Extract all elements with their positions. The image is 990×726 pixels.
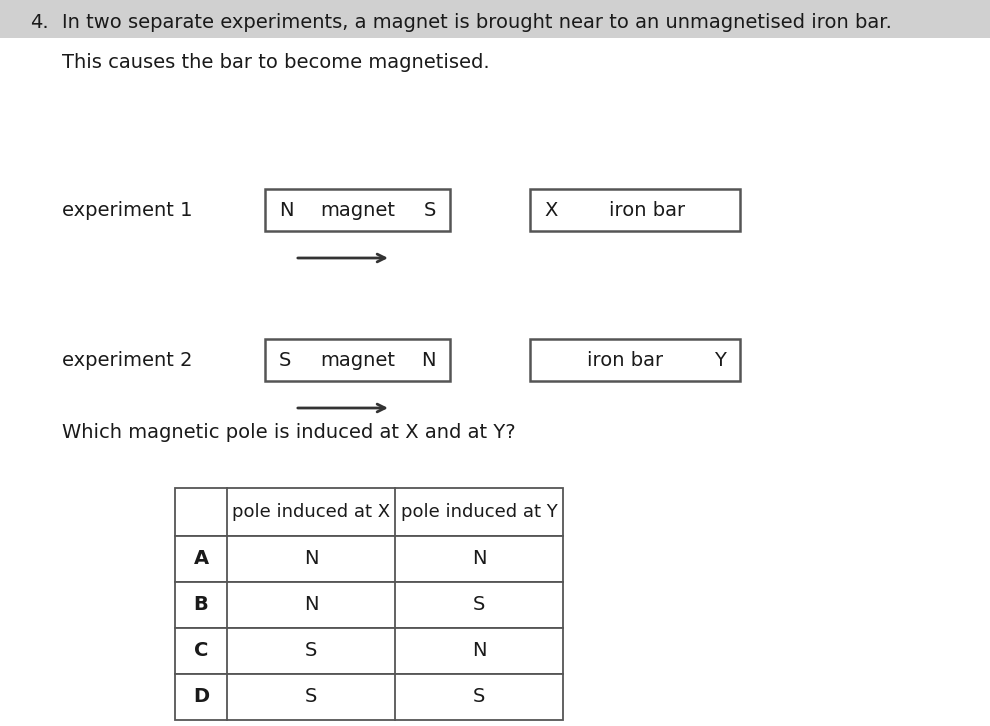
Text: S: S	[305, 688, 317, 706]
Text: N: N	[304, 550, 318, 568]
FancyBboxPatch shape	[175, 674, 563, 720]
FancyBboxPatch shape	[530, 189, 740, 231]
FancyBboxPatch shape	[175, 628, 563, 674]
Text: B: B	[194, 595, 208, 614]
FancyBboxPatch shape	[530, 339, 740, 381]
Text: experiment 1: experiment 1	[62, 200, 192, 219]
Text: N: N	[304, 595, 318, 614]
Text: S: S	[424, 200, 436, 219]
FancyBboxPatch shape	[265, 189, 450, 231]
Text: N: N	[472, 550, 486, 568]
Text: iron bar: iron bar	[587, 351, 663, 370]
Text: N: N	[472, 642, 486, 661]
Text: iron bar: iron bar	[609, 200, 685, 219]
FancyBboxPatch shape	[175, 488, 563, 536]
FancyBboxPatch shape	[175, 536, 563, 582]
FancyBboxPatch shape	[175, 582, 563, 628]
Text: experiment 2: experiment 2	[62, 351, 192, 370]
Text: D: D	[193, 688, 209, 706]
Text: S: S	[279, 351, 291, 370]
Text: This causes the bar to become magnetised.: This causes the bar to become magnetised…	[62, 52, 490, 71]
FancyBboxPatch shape	[265, 339, 450, 381]
Text: magnet: magnet	[320, 351, 395, 370]
Text: Which magnetic pole is induced at X and at Y?: Which magnetic pole is induced at X and …	[62, 423, 516, 441]
Text: N: N	[422, 351, 436, 370]
Text: N: N	[279, 200, 293, 219]
Text: A: A	[193, 550, 209, 568]
Text: S: S	[473, 688, 485, 706]
Text: pole induced at Y: pole induced at Y	[401, 503, 557, 521]
FancyBboxPatch shape	[0, 0, 990, 38]
Text: C: C	[194, 642, 208, 661]
Text: X: X	[544, 200, 557, 219]
Text: 4.: 4.	[30, 12, 49, 31]
Text: S: S	[305, 642, 317, 661]
Text: Y: Y	[714, 351, 726, 370]
Text: In two separate experiments, a magnet is brought near to an unmagnetised iron ba: In two separate experiments, a magnet is…	[62, 12, 892, 31]
Text: S: S	[473, 595, 485, 614]
Text: pole induced at X: pole induced at X	[232, 503, 390, 521]
Text: magnet: magnet	[320, 200, 395, 219]
